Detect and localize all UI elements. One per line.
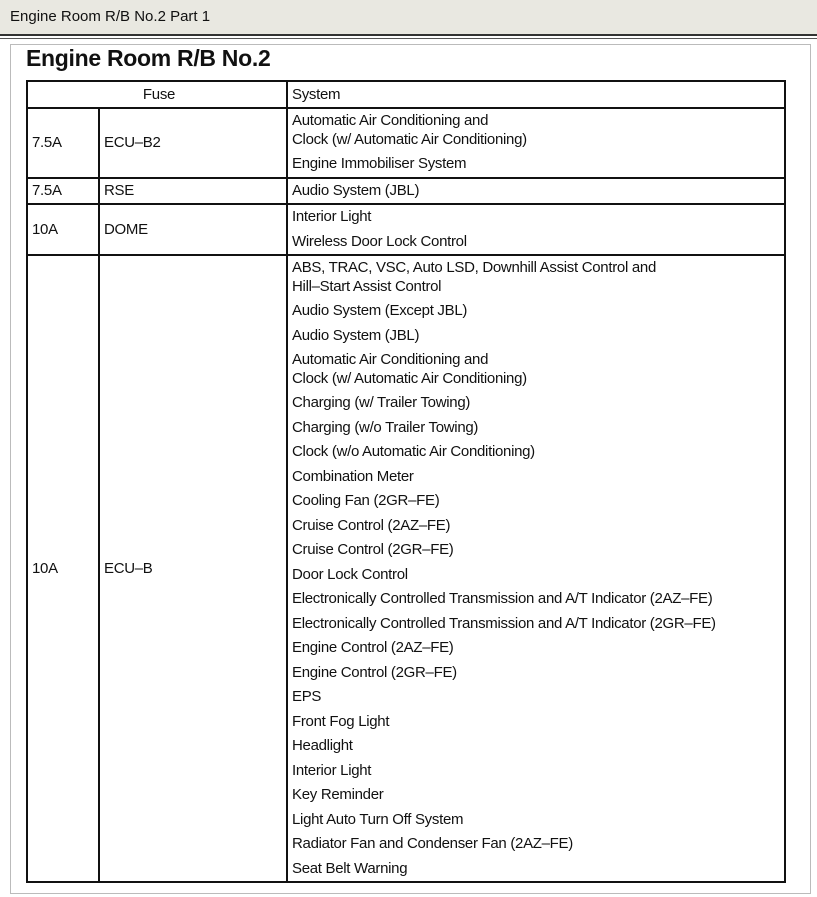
fuse-amperage: 10A xyxy=(28,256,100,881)
window-title: Engine Room R/B No.2 Part 1 xyxy=(10,8,211,25)
system-item: Wireless Door Lock Control xyxy=(292,232,467,250)
table-row: 10A ECU–B ABS, TRAC, VSC, Auto LSD, Downhi… xyxy=(28,256,784,881)
system-list: Automatic Air Conditioning and Clock (w/… xyxy=(288,109,784,179)
system-item: Light Auto Turn Off System xyxy=(292,810,464,828)
fuse-name: RSE xyxy=(100,178,288,205)
system-item: Engine Control (2AZ–FE) xyxy=(292,639,454,656)
fuse-name: ECU–B2 xyxy=(100,109,288,179)
fuse-amperage: 7.5A xyxy=(28,178,100,205)
system-list: Interior Light Wireless Door Lock Control xyxy=(288,205,784,256)
system-item: Electronically Controlled Transmission a… xyxy=(292,590,713,607)
fuse-amperage: 7.5A xyxy=(28,109,100,179)
system-item: Cooling Fan (2GR–FE) xyxy=(292,492,440,509)
table-row: 7.5A RSE Audio System (JBL) xyxy=(28,178,784,205)
fuse-name: DOME xyxy=(100,205,288,256)
document-heading: Engine Room R/B No.2 xyxy=(26,45,271,71)
system-item: Key Reminder xyxy=(292,786,384,803)
system-item: Engine Control (2GR–FE) xyxy=(292,663,457,681)
system-item: Cruise Control (2AZ–FE) xyxy=(292,516,451,534)
system-item: Seat Belt Warning xyxy=(292,859,408,877)
window-title-bar: Engine Room R/B No.2 Part 1 xyxy=(0,0,817,34)
system-item: Clock (w/o Automatic Air Conditioning) xyxy=(292,443,535,460)
system-item: Audio System (JBL) xyxy=(292,181,420,199)
system-item: Radiator Fan and Condenser Fan (2AZ–FE) xyxy=(292,835,573,852)
system-item: ABS, TRAC, VSC, Auto LSD, Downhill Assis… xyxy=(292,259,656,295)
system-item: Headlight xyxy=(292,737,353,754)
system-item: Front Fog Light xyxy=(292,712,390,730)
divider xyxy=(0,38,817,39)
column-header-fuse: Fuse xyxy=(28,82,288,109)
system-item: Charging (w/o Trailer Towing) xyxy=(292,418,479,436)
column-header-system: System xyxy=(288,82,784,109)
system-list: ABS, TRAC, VSC, Auto LSD, Downhill Assis… xyxy=(288,256,784,881)
fuse-amperage: 10A xyxy=(28,205,100,256)
system-item: Audio System (Except JBL) xyxy=(292,302,468,319)
fuse-table: Fuse System 7.5A ECU–B2 Automatic Air Cond… xyxy=(26,80,786,883)
divider xyxy=(0,34,817,36)
system-item: Electronically Controlled Transmission a… xyxy=(292,614,716,632)
system-item: Automatic Air Conditioning and Clock (w/… xyxy=(292,112,527,148)
table-row: 10A DOME Interior Light Wireless Door Lock … xyxy=(28,205,784,256)
system-list: Audio System (JBL) xyxy=(288,179,784,205)
system-item: Engine Immobiliser System xyxy=(292,155,467,172)
system-item: Interior Light xyxy=(292,208,372,225)
system-item: Automatic Air Conditioning and Clock (w/… xyxy=(292,351,527,387)
fuse-name: ECU–B xyxy=(100,256,288,881)
system-item: Cruise Control (2GR–FE) xyxy=(292,541,454,558)
system-item: Charging (w/ Trailer Towing) xyxy=(292,394,471,411)
system-item: Door Lock Control xyxy=(292,565,408,583)
system-item: Combination Meter xyxy=(292,467,414,485)
document-frame xyxy=(10,44,811,894)
system-item: Audio System (JBL) xyxy=(292,326,420,344)
table-row: 7.5A ECU–B2 Automatic Air Conditioning and… xyxy=(28,109,784,179)
system-item: EPS xyxy=(292,688,322,705)
system-item: Interior Light xyxy=(292,761,372,779)
